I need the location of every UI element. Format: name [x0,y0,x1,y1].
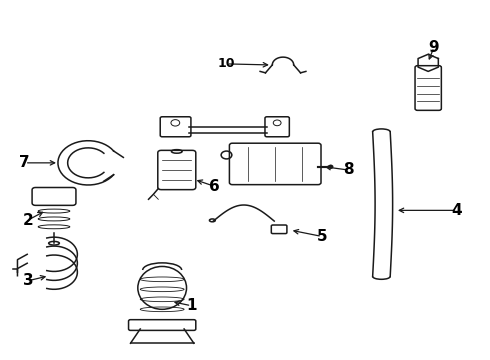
Text: 3: 3 [23,273,33,288]
Text: 10: 10 [218,57,235,71]
Text: 8: 8 [343,162,354,177]
Text: 4: 4 [452,203,462,218]
Text: 2: 2 [23,212,33,228]
Text: 6: 6 [209,179,220,194]
Text: 7: 7 [20,156,30,170]
Text: 5: 5 [317,229,327,244]
Text: 9: 9 [429,40,440,55]
Text: 1: 1 [186,298,196,313]
